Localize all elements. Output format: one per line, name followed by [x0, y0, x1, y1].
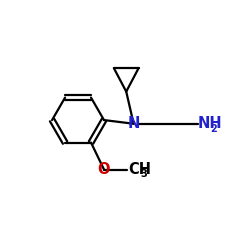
Text: CH: CH [129, 162, 152, 177]
Text: NH: NH [198, 116, 222, 131]
Text: 2: 2 [210, 124, 216, 134]
Text: 3: 3 [140, 170, 147, 179]
Text: N: N [128, 116, 140, 131]
Text: O: O [98, 162, 110, 177]
